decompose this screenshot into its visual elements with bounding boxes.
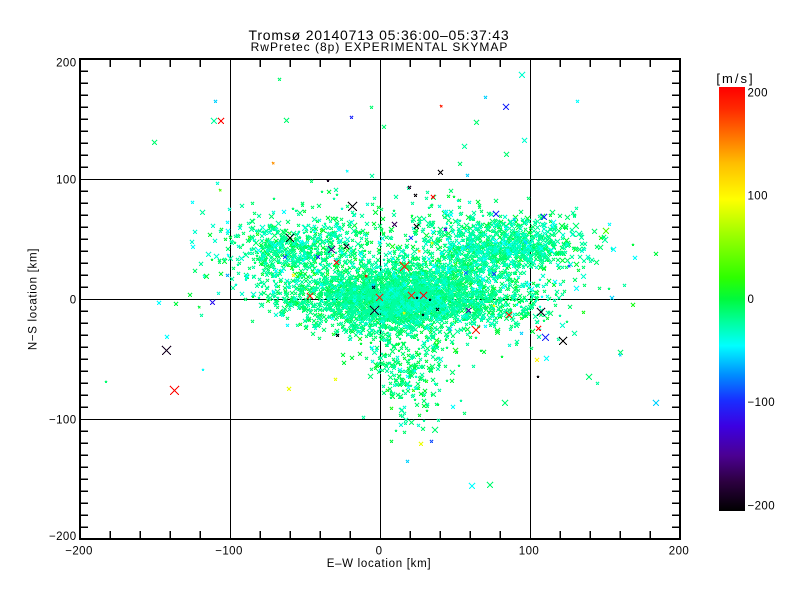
svg-text:200: 200 (56, 58, 76, 70)
svg-text:100: 100 (519, 546, 539, 558)
svg-text:−200: −200 (748, 500, 776, 512)
svg-text:200: 200 (748, 88, 768, 100)
svg-text:−200: −200 (49, 531, 77, 543)
svg-text:[m/s]: [m/s] (716, 71, 754, 86)
svg-text:0: 0 (376, 546, 383, 558)
svg-text:200: 200 (669, 546, 689, 558)
svg-text:−100: −100 (215, 546, 243, 558)
svg-text:E–W location [km]: E–W location [km] (327, 558, 432, 570)
svg-text:0: 0 (748, 294, 755, 306)
svg-text:Tromsø 20140713 05:36:00–05:37: Tromsø 20140713 05:36:00–05:37:43 (249, 27, 510, 43)
svg-text:100: 100 (748, 191, 768, 203)
svg-text:−200: −200 (65, 546, 93, 558)
svg-text:RwPretec (8p) EXPERIMENTAL SKY: RwPretec (8p) EXPERIMENTAL SKYMAP (251, 40, 509, 54)
svg-text:−100: −100 (49, 414, 77, 426)
svg-text:N−S location [km]: N−S location [km] (28, 248, 40, 350)
svg-text:0: 0 (70, 294, 77, 306)
svg-text:−100: −100 (748, 397, 776, 409)
svg-text:100: 100 (56, 174, 76, 186)
